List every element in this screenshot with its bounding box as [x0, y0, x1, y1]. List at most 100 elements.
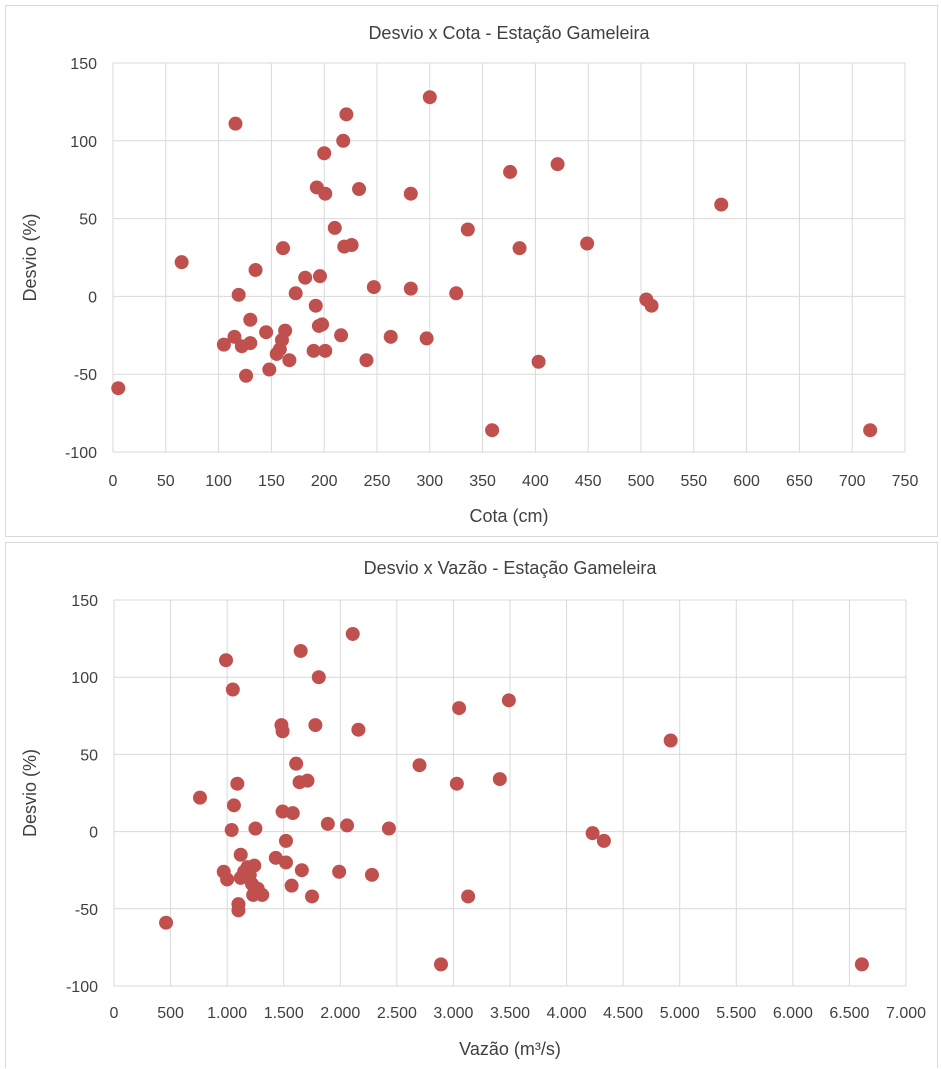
data-point — [596, 833, 611, 848]
x-tick-label: 500 — [628, 473, 655, 490]
chart-desvio-cota: Desvio x Cota - Estação Gameleira 0 50 100 1… — [5, 5, 938, 537]
data-point — [383, 329, 398, 344]
x-tick-label: 750 — [892, 473, 919, 490]
x-tick-label: 50 — [157, 473, 175, 490]
data-point — [340, 818, 355, 833]
data-point — [228, 116, 243, 131]
data-point — [230, 776, 245, 791]
x-tick-label: 1.000 — [207, 1005, 247, 1022]
data-point — [433, 957, 448, 972]
data-point — [282, 353, 297, 368]
x-tick-label: 550 — [680, 473, 707, 490]
data-point — [220, 872, 235, 887]
scatter-plot-cota: Desvio x Cota - Estação Gameleira 0 50 100 1… — [20, 23, 919, 526]
data-point — [293, 643, 308, 658]
data-point — [225, 682, 240, 697]
x-tick-label: 350 — [469, 473, 496, 490]
data-point — [311, 670, 326, 685]
data-point — [262, 362, 277, 377]
data-point — [224, 823, 239, 838]
chart-title: Desvio x Vazão - Estação Gameleira — [364, 558, 658, 578]
data-point — [452, 701, 467, 716]
data-point — [412, 758, 427, 773]
data-point — [503, 164, 518, 179]
x-tick-label: 700 — [839, 473, 866, 490]
x-tick-label: 250 — [364, 473, 391, 490]
x-tick-label: 500 — [157, 1005, 184, 1022]
x-tick-label: 300 — [416, 473, 443, 490]
data-point — [531, 354, 546, 369]
x-tick-label: 450 — [575, 473, 602, 490]
data-point — [449, 286, 464, 301]
data-point — [216, 337, 231, 352]
data-point — [318, 186, 333, 201]
chart-title: Desvio x Cota - Estação Gameleira — [368, 23, 650, 43]
data-point — [351, 722, 366, 737]
data-point — [243, 336, 258, 351]
data-point — [449, 776, 464, 791]
data-point — [854, 957, 869, 972]
x-tick-label: 650 — [786, 473, 813, 490]
data-point — [403, 281, 418, 296]
data-point — [403, 186, 418, 201]
data-point — [255, 887, 270, 902]
y-tick-label: 150 — [71, 593, 98, 610]
data-point — [352, 182, 367, 197]
data-point — [312, 269, 327, 284]
x-tick-label: 400 — [522, 473, 549, 490]
data-point — [288, 286, 303, 301]
x-tick-label: 2.000 — [320, 1005, 360, 1022]
data-point — [550, 157, 565, 172]
x-tick-label: 600 — [733, 473, 760, 490]
data-point — [580, 236, 595, 251]
data-point — [315, 317, 330, 332]
y-tick-label: 50 — [80, 747, 98, 764]
x-tick-label: 3.000 — [433, 1005, 473, 1022]
x-tick-label: 100 — [205, 473, 232, 490]
data-point — [300, 773, 315, 788]
data-point — [259, 325, 274, 340]
data-point — [492, 772, 507, 787]
data-point — [278, 855, 293, 870]
x-tick-label: 0 — [110, 1005, 119, 1022]
y-axis-label: Desvio (%) — [20, 749, 40, 837]
data-point — [239, 368, 254, 383]
data-point — [501, 693, 516, 708]
x-tick-label: 1.500 — [264, 1005, 304, 1022]
data-point — [276, 241, 291, 256]
data-point — [366, 280, 381, 295]
data-point — [345, 626, 360, 641]
y-tick-label: 100 — [71, 670, 98, 687]
data-point — [111, 381, 126, 396]
data-point — [231, 287, 246, 302]
data-point — [248, 821, 263, 836]
data-point — [359, 353, 374, 368]
data-point — [289, 756, 304, 771]
data-point — [298, 270, 313, 285]
data-point — [644, 298, 659, 313]
data-point — [460, 222, 475, 237]
x-tick-label: 6.000 — [773, 1005, 813, 1022]
data-point — [248, 262, 263, 277]
data-point — [247, 858, 262, 873]
data-point — [317, 146, 332, 161]
y-tick-label: -100 — [66, 979, 98, 996]
data-point — [227, 329, 242, 344]
data-point — [419, 331, 434, 346]
data-point — [278, 323, 293, 338]
y-tick-label: 50 — [79, 212, 97, 229]
data-point — [336, 133, 351, 148]
data-point — [327, 220, 342, 235]
y-tick-label: 100 — [70, 134, 97, 151]
data-point — [159, 915, 174, 930]
data-point — [422, 90, 437, 105]
data-point — [275, 724, 290, 739]
data-point — [663, 733, 678, 748]
y-tick-label: 0 — [89, 825, 98, 842]
data-point — [332, 864, 347, 879]
chart-desvio-vazao: Desvio x Vazão - Estação Gameleira 0 500 1.… — [5, 542, 938, 1068]
y-axis-label: Desvio (%) — [20, 213, 40, 301]
data-point — [334, 328, 349, 343]
x-tick-label: 6.500 — [829, 1005, 869, 1022]
